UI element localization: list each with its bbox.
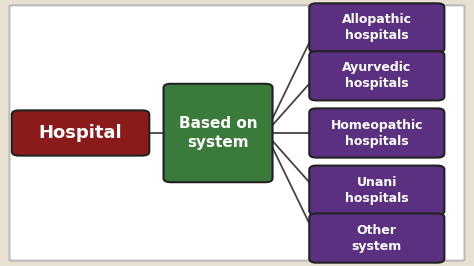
FancyBboxPatch shape [9,5,465,261]
FancyBboxPatch shape [309,165,444,215]
Text: Allopathic
hospitals: Allopathic hospitals [342,13,412,43]
FancyBboxPatch shape [309,213,444,263]
Text: Homeopathic
hospitals: Homeopathic hospitals [330,118,423,148]
FancyBboxPatch shape [309,109,444,157]
Text: Other
system: Other system [352,223,402,253]
FancyBboxPatch shape [164,84,273,182]
FancyBboxPatch shape [12,110,149,156]
Text: Hospital: Hospital [39,124,122,142]
FancyBboxPatch shape [309,51,444,101]
Text: Unani
hospitals: Unani hospitals [345,176,409,205]
Text: Ayurvedic
hospitals: Ayurvedic hospitals [342,61,411,90]
FancyBboxPatch shape [309,3,444,53]
Text: Based on
system: Based on system [179,116,257,150]
